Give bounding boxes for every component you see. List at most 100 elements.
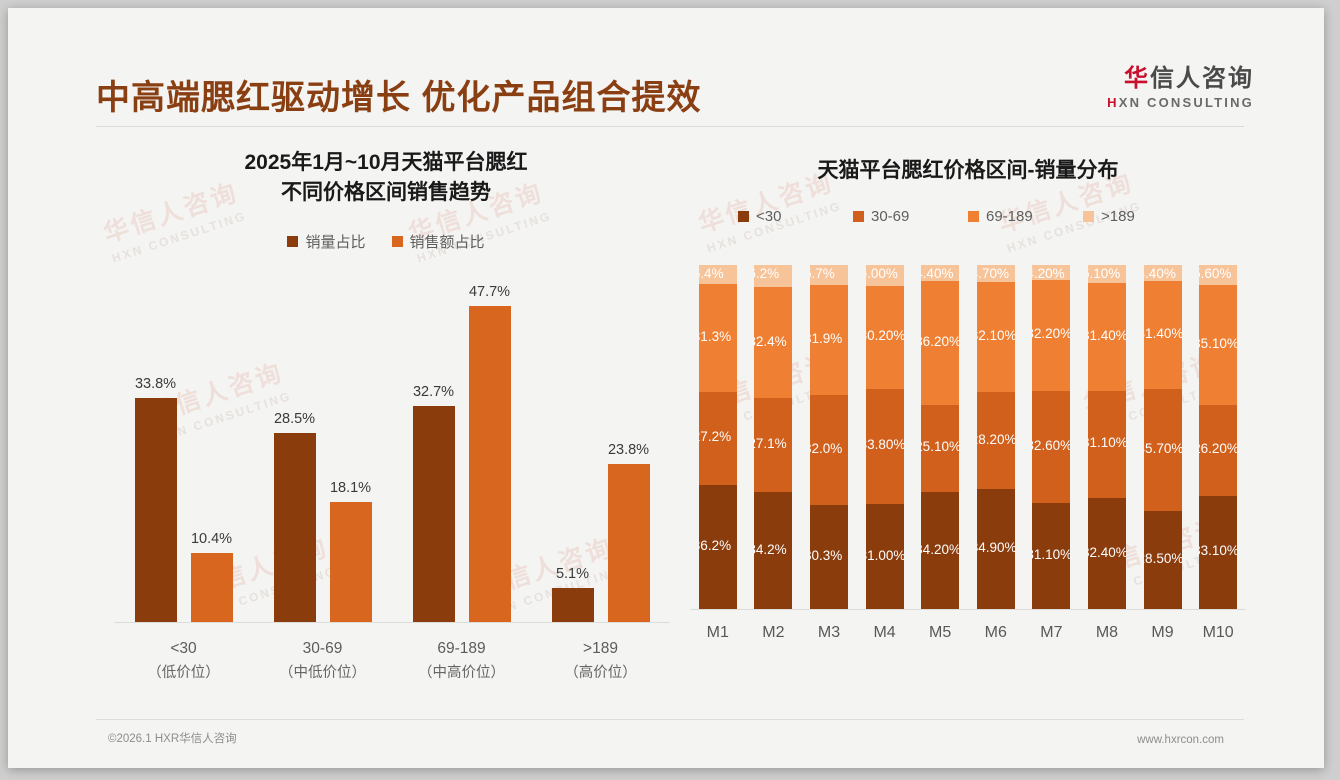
legend-swatch-icon <box>738 211 749 223</box>
x-tick-<30: <30 （低价位） <box>114 637 253 685</box>
stack-segment-30-69-M10[interactable]: 26.20% <box>1199 405 1238 496</box>
stack-segment-label: 32.10% <box>977 327 1015 343</box>
stack-segment-label: 33.10% <box>1199 543 1238 559</box>
slide-canvas: 华信人咨询 HXN CONSULTING 华信人咨询 HXN CONSULTIN… <box>8 8 1324 768</box>
x-tick-main: 30-69 <box>302 639 343 657</box>
stack-segment->189-M6[interactable]: 4.70% <box>976 265 1015 282</box>
stack-segment->189-M5[interactable]: 4.40% <box>921 265 960 281</box>
stack-segment-label: 34.20% <box>921 541 960 557</box>
bar-rect[interactable] <box>190 553 233 622</box>
bar-销量占比-69-189[interactable]: 32.7% <box>412 278 455 622</box>
stacked-bar-M4[interactable]: 6.00% 30.20% 33.80% 31.00% <box>857 265 913 610</box>
stacked-bar-M3[interactable]: 5.7% 31.9% 32.0% 30.3% <box>801 265 857 610</box>
stack-segment-<30-M6[interactable]: 34.90% <box>976 489 1015 610</box>
stack-segment-30-69-M8[interactable]: 31.10% <box>1087 390 1126 498</box>
legend-item-30-69[interactable]: 30-69 <box>853 208 968 225</box>
stack-segment-69-189-M7[interactable]: 32.20% <box>1032 279 1071 391</box>
stack-segment-69-189-M4[interactable]: 30.20% <box>865 285 904 389</box>
stack-segment-30-69-M3[interactable]: 32.0% <box>809 394 848 506</box>
stack-segment-30-69-M9[interactable]: 35.70% <box>1143 388 1182 512</box>
stacked-bar-M7[interactable]: 4.20% 32.20% 32.60% 31.10% <box>1024 265 1080 610</box>
stack-segment-30-69-M6[interactable]: 28.20% <box>976 392 1015 490</box>
stack-segment-69-189-M8[interactable]: 31.40% <box>1087 282 1126 391</box>
stack-segment-69-189-M1[interactable]: 31.3% <box>698 283 737 392</box>
stack-segment-label: 5.4% <box>699 266 724 282</box>
stacked-bar-M5[interactable]: 4.40% 36.20% 25.10% 34.20% <box>912 265 968 610</box>
stacked-bar-M8[interactable]: 5.10% 31.40% 31.10% 32.40% <box>1079 265 1135 610</box>
stack-segment-<30-M2[interactable]: 34.2% <box>754 491 793 610</box>
bar-销售额占比-30-69[interactable]: 18.1% <box>329 278 372 622</box>
stack-segment-69-189-M5[interactable]: 36.20% <box>921 280 960 406</box>
stack-bar-body: 5.4% 31.3% 27.2% 36.2% <box>698 265 737 610</box>
stack-segment-label: 34.90% <box>977 540 1015 556</box>
legend-item-<30[interactable]: <30 <box>738 208 853 225</box>
bar-rect[interactable] <box>273 433 316 622</box>
stack-segment->189-M8[interactable]: 5.10% <box>1087 265 1126 283</box>
stack-segment-69-189-M3[interactable]: 31.9% <box>809 285 848 395</box>
stack-segment-label: 4.40% <box>1144 266 1176 282</box>
x-tick-sub: （低价位） <box>147 664 220 681</box>
stack-segment->189-M10[interactable]: 5.60% <box>1199 265 1238 285</box>
page-title: 中高端腮红驱动增长 优化产品组合提效 <box>96 79 702 117</box>
stack-segment->189-M2[interactable]: 6.2% <box>754 265 793 287</box>
legend-item-69-189[interactable]: 69-189 <box>968 208 1083 225</box>
left-chart-title-line2: 不同价格区间销售趋势 <box>281 181 491 205</box>
bar-销量占比-30-69[interactable]: 28.5% <box>273 278 316 622</box>
legend-item->189[interactable]: >189 <box>1083 208 1198 225</box>
bar-rect[interactable] <box>551 588 594 622</box>
bar-rect[interactable] <box>607 464 650 622</box>
stacked-bar-M6[interactable]: 4.70% 32.10% 28.20% 34.90% <box>968 265 1024 610</box>
bar-rect[interactable] <box>329 502 372 622</box>
stack-segment-<30-M4[interactable]: 31.00% <box>865 503 904 610</box>
right-chart-plot-area: 5.4% 31.3% 27.2% 36.2% 6.2% 32.4% 27.1% 34.2% 5.… <box>688 265 1248 641</box>
legend-item-销量占比[interactable]: 销量占比 <box>287 231 366 252</box>
stack-segment-<30-M10[interactable]: 33.10% <box>1199 495 1238 610</box>
stack-segment-30-69-M1[interactable]: 27.2% <box>698 391 737 486</box>
stack-segment-69-189-M9[interactable]: 31.40% <box>1143 280 1182 389</box>
logo-chinese-text: 华信人咨询 <box>1107 65 1254 92</box>
stack-segment->189-M9[interactable]: 4.40% <box>1143 265 1182 282</box>
legend-label: <30 <box>756 208 782 226</box>
stack-segment-<30-M1[interactable]: 36.2% <box>698 485 737 610</box>
stack-segment-69-189-M2[interactable]: 32.4% <box>754 286 793 399</box>
stacked-bar-M1[interactable]: 5.4% 31.3% 27.2% 36.2% <box>690 265 746 610</box>
stack-segment-label: 32.4% <box>754 333 787 349</box>
right-chart-bars: 5.4% 31.3% 27.2% 36.2% 6.2% 32.4% 27.1% 34.2% 5.… <box>690 265 1246 610</box>
stack-segment-30-69-M4[interactable]: 33.80% <box>865 388 904 504</box>
stack-segment-label: 31.00% <box>866 547 904 563</box>
stack-segment->189-M1[interactable]: 5.4% <box>698 265 737 284</box>
stack-segment-<30-M7[interactable]: 31.10% <box>1032 502 1071 610</box>
stacked-bar-M10[interactable]: 5.60% 35.10% 26.20% 33.10% <box>1190 265 1246 610</box>
bar-销售额占比->189[interactable]: 23.8% <box>607 278 650 622</box>
stack-segment->189-M4[interactable]: 6.00% <box>865 265 904 286</box>
stack-segment-30-69-M7[interactable]: 32.60% <box>1032 390 1071 503</box>
stack-segment-label: 32.60% <box>1032 437 1071 453</box>
stack-segment-label: 32.20% <box>1032 326 1071 342</box>
legend-item-销售额占比[interactable]: 销售额占比 <box>391 231 485 252</box>
stack-segment-label: 35.10% <box>1199 336 1238 352</box>
bar-销售额占比-<30[interactable]: 10.4% <box>190 278 233 622</box>
bar-rect[interactable] <box>468 306 511 622</box>
stack-segment-30-69-M5[interactable]: 25.10% <box>921 405 960 492</box>
stacked-bar-M9[interactable]: 4.40% 31.40% 35.70% 28.50% <box>1135 265 1191 610</box>
stack-segment->189-M7[interactable]: 4.20% <box>1032 265 1071 281</box>
stack-segment-<30-M3[interactable]: 30.3% <box>809 505 848 610</box>
stack-segment-69-189-M10[interactable]: 35.10% <box>1199 284 1238 406</box>
stack-segment->189-M3[interactable]: 5.7% <box>809 265 848 286</box>
stack-segment-69-189-M6[interactable]: 32.10% <box>976 281 1015 393</box>
bar-销量占比-<30[interactable]: 33.8% <box>134 278 177 622</box>
bar-rect[interactable] <box>412 405 455 622</box>
bar-rect[interactable] <box>134 398 177 622</box>
stack-segment-label: 32.0% <box>810 441 843 456</box>
stack-bar-body: 4.40% 31.40% 35.70% 28.50% <box>1143 265 1182 610</box>
stacked-bar-M2[interactable]: 6.2% 32.4% 27.1% 34.2% <box>746 265 802 610</box>
stack-segment-<30-M8[interactable]: 32.40% <box>1087 497 1126 610</box>
bar-销售额占比-69-189[interactable]: 47.7% <box>468 278 511 622</box>
stack-segment-<30-M5[interactable]: 34.20% <box>921 491 960 610</box>
bar-销量占比->189[interactable]: 5.1% <box>551 278 594 622</box>
stack-segment-label: 36.20% <box>921 333 960 349</box>
stack-segment-label: 26.20% <box>1199 441 1238 457</box>
stack-segment-label: 31.40% <box>1088 327 1126 343</box>
stack-segment-30-69-M2[interactable]: 27.1% <box>754 398 793 492</box>
stack-segment-<30-M9[interactable]: 28.50% <box>1143 511 1182 610</box>
